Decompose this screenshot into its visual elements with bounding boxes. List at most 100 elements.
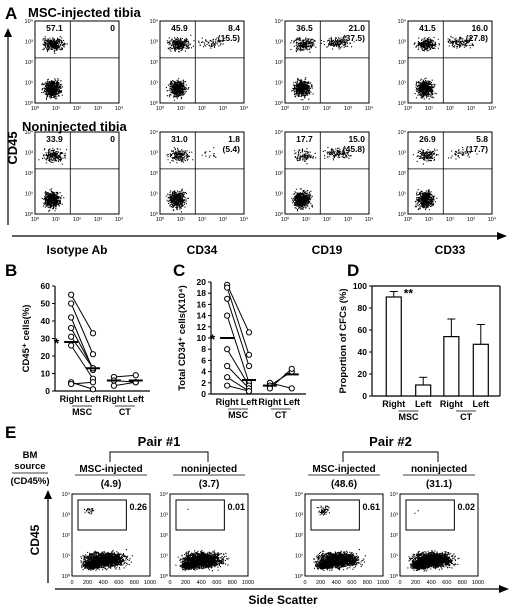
quadrant-value: 15.0 <box>348 134 365 144</box>
dot-cluster <box>175 550 230 572</box>
tick-label: 10⁰ <box>31 105 40 112</box>
tick-label: 10⁴ <box>398 129 407 136</box>
dot-cluster <box>179 559 201 572</box>
y-tick-label: 10⁰ <box>390 573 399 580</box>
quadrant-value: 0 <box>110 134 115 144</box>
group-label: CT <box>460 412 472 422</box>
data-point <box>89 386 97 393</box>
dot-cluster <box>198 37 226 49</box>
y-tick-label: 10⁴ <box>390 491 399 498</box>
tick-label: 10² <box>150 171 158 177</box>
dot-cluster <box>414 510 419 514</box>
panel-a-letter: A <box>5 4 17 23</box>
y-tick-label: 8 <box>201 344 206 354</box>
dot-cluster <box>448 147 478 160</box>
data-point <box>224 312 231 319</box>
y-tick-label: 20 <box>41 351 51 361</box>
y-tick-label: 16 <box>197 299 207 309</box>
bm-source-label: source <box>14 461 45 472</box>
tick-label: 10² <box>25 171 33 177</box>
dot-cluster <box>165 78 190 101</box>
tick-label: 10⁰ <box>404 216 413 223</box>
tick-label: 10¹ <box>302 217 310 223</box>
y-tick-label: 10² <box>295 533 303 539</box>
tick-label: 10⁰ <box>404 105 413 112</box>
group-label: MSC-injected <box>79 464 142 475</box>
dot-cluster <box>291 188 314 212</box>
side-scatter-plot: 0.02 0 200 400 600 800 1000 10⁰ 10¹ 10² 10³ 10⁴ <box>390 491 485 586</box>
tick-label: 10⁴ <box>240 105 249 112</box>
pair-bracket <box>109 451 209 462</box>
panel-letter: B <box>5 261 17 280</box>
y-tick-label: 10³ <box>160 513 168 519</box>
data-point <box>89 379 97 386</box>
x-tick-label: 800 <box>228 580 237 586</box>
tick-label: 10² <box>323 106 331 112</box>
quadrant-value: 26.9 <box>419 134 436 144</box>
pair-line <box>226 315 250 383</box>
quadrant-value: (37.5) <box>343 33 365 43</box>
pair-line <box>113 381 136 387</box>
pair-line <box>70 294 94 334</box>
data-point <box>68 342 75 349</box>
pair-bracket <box>342 451 439 462</box>
pair-line <box>227 385 250 392</box>
bar <box>472 343 489 397</box>
dot-cluster <box>408 550 460 571</box>
quadrant-value: (27.8) <box>466 33 488 43</box>
dot-cluster <box>201 147 217 158</box>
y-tick-label: 10² <box>390 533 398 539</box>
column-label: CD33 <box>435 243 466 257</box>
tick-label: 10² <box>275 60 283 66</box>
quadrant-value: (5.4) <box>223 144 241 154</box>
y-tick-label: 50 <box>41 299 51 309</box>
tick-label: 10³ <box>344 217 352 223</box>
dot-cluster <box>165 188 189 213</box>
column-label: CD19 <box>312 243 343 257</box>
x-tick-label: 400 <box>99 580 108 586</box>
tick-label: 10¹ <box>25 81 33 87</box>
tick-label: 10² <box>150 60 158 66</box>
tick-label: 10⁴ <box>488 105 497 112</box>
x-tick-label: 0 <box>303 580 306 586</box>
panel-a-y-arrow-head <box>4 28 12 37</box>
dot-cluster <box>316 505 330 516</box>
y-tick-label: 60 <box>41 281 51 291</box>
tick-label: 10⁰ <box>281 216 290 223</box>
data-point <box>68 291 75 298</box>
x-tick-label: 1000 <box>144 580 156 586</box>
data-point <box>224 374 231 381</box>
tick-label: 10² <box>275 171 283 177</box>
y-tick-label: 10² <box>62 533 70 539</box>
tick-label: 10¹ <box>398 81 406 87</box>
plot-frame <box>399 493 479 577</box>
y-tick-label: 10⁰ <box>62 573 71 580</box>
x-tick-label: 200 <box>181 580 190 586</box>
y-tick-label: 10¹ <box>295 554 303 560</box>
dot-cluster <box>84 508 95 515</box>
dot-cluster <box>294 148 317 165</box>
tick-label: 10¹ <box>177 106 185 112</box>
y-axis-label: Total CD34⁺ cells(X10⁴) <box>177 285 188 391</box>
y-tick-label: 100 <box>353 281 367 291</box>
x-tick-label: Left <box>415 399 432 409</box>
tick-label: 10⁰ <box>275 211 284 218</box>
tick-label: 10³ <box>467 106 475 112</box>
tick-label: 10⁴ <box>365 216 374 223</box>
dot-cluster <box>41 188 65 212</box>
tick-label: 10⁰ <box>281 105 290 112</box>
panel-e-y-arrow-head <box>44 490 52 499</box>
plot-frame <box>34 131 120 215</box>
tick-label: 10² <box>25 60 33 66</box>
panel-letter: C <box>173 261 185 280</box>
x-tick-label: 1000 <box>472 580 484 586</box>
y-tick-label: 10⁰ <box>295 573 304 580</box>
group-label: MSC <box>228 410 249 420</box>
x-tick-label: 200 <box>411 580 420 586</box>
